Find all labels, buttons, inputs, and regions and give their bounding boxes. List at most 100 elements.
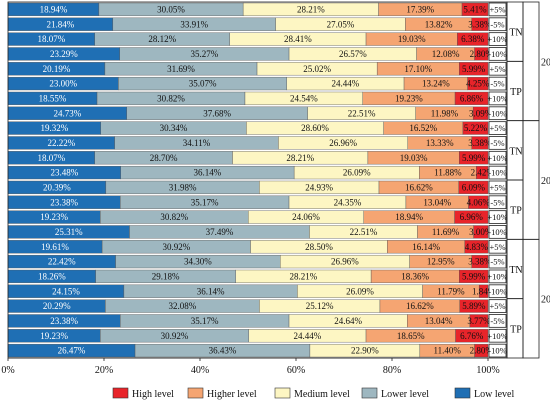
bar-data-label: 37.49% [206, 227, 234, 237]
change-cell [488, 314, 507, 328]
bar-data-label: 1.84% [472, 286, 496, 296]
bar-data-label: 26.09% [343, 168, 371, 178]
bar-segment-high-level [454, 210, 489, 224]
legend-swatch [361, 387, 378, 399]
bar-data-label: 25.31% [55, 227, 83, 237]
change-cell [488, 106, 507, 121]
change-cell [488, 225, 507, 239]
bar-data-label: 6.96% [460, 212, 484, 222]
bar-data-label: 16.62% [405, 182, 433, 192]
bar-data-label: 18.55% [39, 93, 67, 103]
x-tick-label: 0% [1, 365, 14, 376]
bar-segment-high-level [459, 269, 489, 284]
year-group-box [522, 120, 540, 240]
bar-data-label: 26.09% [346, 286, 374, 296]
change-cell [488, 150, 507, 165]
bar-data-label: 13.82% [425, 19, 453, 29]
bar-data-label: 19.32% [40, 123, 68, 133]
change-cell [488, 91, 507, 106]
change-cell [488, 343, 507, 358]
bar-data-label: 18.94% [395, 212, 423, 222]
bar-segment-high-level [472, 106, 489, 120]
year-group-box [522, 238, 540, 359]
bar-data-label: 24.54% [290, 93, 318, 103]
change-label: -5% [490, 257, 504, 267]
change-label: +5% [489, 182, 505, 192]
bar-segment-high-level [459, 299, 489, 313]
change-label: +10% [487, 93, 507, 103]
bar-data-label: 30.82% [160, 212, 188, 222]
bar-data-label: 28.21% [297, 4, 325, 14]
bar-segment-high-level [459, 151, 489, 165]
bar-data-label: 2.80% [470, 49, 494, 59]
bar-data-label: 18.65% [397, 331, 425, 341]
bar-data-label: 17.10% [404, 64, 432, 74]
bar-data-label: 18.26% [38, 271, 66, 281]
bar-segment-high-level [457, 32, 489, 46]
bar-segment-high-level [474, 47, 489, 61]
legend-swatch [187, 387, 204, 399]
legend-swatch [274, 387, 291, 399]
bar-data-label: 6.09% [462, 182, 486, 192]
bar-data-label: 23.48% [50, 168, 78, 178]
bar-data-label: 26.96% [331, 257, 359, 267]
bar-data-label: 2.80% [470, 346, 494, 356]
change-cell [488, 269, 507, 284]
change-cell [488, 136, 507, 150]
bar-data-label: 27.05% [327, 19, 355, 29]
bar-data-label: 24.64% [334, 316, 362, 326]
scenario-group-box [506, 298, 524, 359]
bar-data-label: 3.09% [469, 108, 493, 118]
bar-segment-high-level [469, 314, 489, 328]
bar-data-label: 3.38% [468, 19, 492, 29]
change-cell [488, 239, 507, 254]
bar-segment-high-level [454, 91, 489, 106]
change-cell [488, 17, 507, 32]
legend-label: Lower level [381, 389, 429, 400]
bar-data-label: 3.38% [468, 257, 492, 267]
bar-data-label: 18.07% [37, 34, 65, 44]
bar-segment-high-level [468, 195, 489, 209]
change-cell [488, 180, 507, 195]
bar-data-label: 23.00% [49, 79, 77, 89]
bar-data-label: 21.84% [47, 19, 75, 29]
change-label: +10% [487, 34, 507, 44]
change-column: +5% -5% +10% -10% +5% -5% +10% -10% +5% -5% +10% -1… [487, 2, 508, 358]
change-label: +5% [489, 123, 505, 133]
bar-data-label: 5.99% [462, 153, 486, 163]
bars-layer: 18.94% 30.05% 28.21% 17.39% 5.41% 21.84% 33.91… [7, 1, 508, 359]
change-label: +5% [489, 4, 505, 14]
x-tick-label: 60% [287, 365, 305, 376]
legend-swatch [112, 387, 129, 399]
change-label: -10% [488, 168, 506, 178]
change-label: +5% [489, 242, 505, 252]
change-cell [488, 32, 507, 46]
scenario-label: TN [509, 146, 522, 157]
bar-segment-high-level [458, 180, 489, 195]
bar-data-label: 28.41% [284, 34, 312, 44]
change-label: -10% [488, 227, 506, 237]
bar-data-label: 20.29% [43, 301, 71, 311]
bar-data-label: 22.22% [47, 138, 75, 148]
bar-data-label: 13.04% [425, 316, 453, 326]
x-tick-label: 80% [383, 365, 401, 376]
bar-data-label: 32.08% [169, 301, 197, 311]
bar-data-label: 5.89% [462, 301, 486, 311]
year-group-box [522, 1, 540, 122]
change-label: +5% [489, 64, 505, 74]
bar-segment-high-level [467, 76, 489, 91]
bar-data-label: 30.05% [157, 4, 185, 14]
bar-data-label: 4.83% [465, 242, 489, 252]
bar-data-label: 17.39% [406, 4, 434, 14]
bar-data-label: 5.99% [462, 271, 486, 281]
bar-data-label: 25.12% [306, 301, 334, 311]
bar-data-label: 24.44% [294, 331, 322, 341]
change-cell [488, 299, 507, 313]
bar-data-label: 24.44% [332, 79, 360, 89]
bar-data-label: 3.00% [469, 227, 493, 237]
x-tick-label: 100% [476, 365, 499, 376]
bar-data-label: 24.93% [305, 182, 333, 192]
bar-data-label: 11.69% [432, 227, 460, 237]
change-label: -10% [488, 286, 506, 296]
bar-data-label: 19.23% [395, 93, 423, 103]
